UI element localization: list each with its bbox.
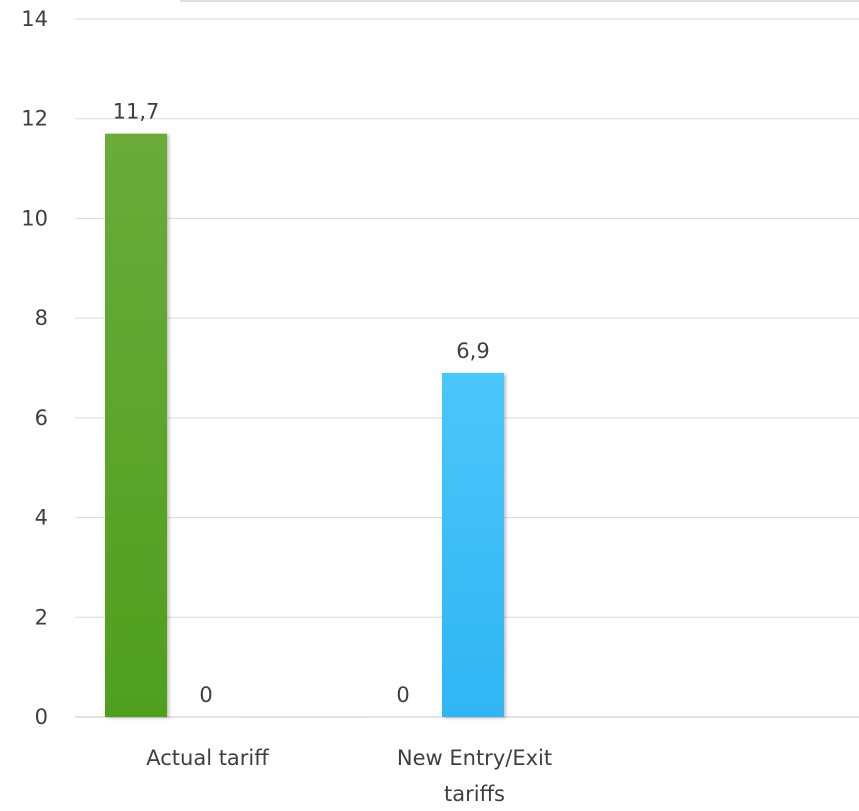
y-tick-label: 2 (35, 605, 48, 629)
y-tick-label: 12 (21, 107, 48, 131)
category-label: Actual tariff (146, 746, 269, 770)
category-label-line: Actual tariff (146, 746, 269, 770)
bar (442, 372, 504, 717)
category-label-line: tariffs (444, 782, 505, 806)
y-tick-label: 8 (35, 306, 48, 330)
data-labels: 11,7 0 0 6,9 (113, 100, 490, 707)
bar (105, 133, 167, 717)
bars (105, 133, 504, 718)
y-tick-label: 10 (21, 206, 48, 230)
data-label: 6,9 (456, 339, 489, 363)
x-axis-category-labels: Actual tariff New Entry/Exit tariffs (146, 746, 552, 806)
y-tick-label: 6 (35, 406, 48, 430)
y-tick-label: 0 (35, 705, 48, 729)
category-label-line: New Entry/Exit (397, 746, 552, 770)
y-tick-label: 4 (35, 506, 48, 530)
category-label: New Entry/Exit tariffs (397, 746, 552, 806)
data-label: 11,7 (113, 100, 160, 124)
data-label: 0 (396, 683, 409, 707)
y-tick-label: 14 (21, 7, 48, 31)
data-label: 0 (199, 683, 212, 707)
y-axis-tick-labels: 0 2 4 6 8 10 12 14 (21, 7, 48, 729)
